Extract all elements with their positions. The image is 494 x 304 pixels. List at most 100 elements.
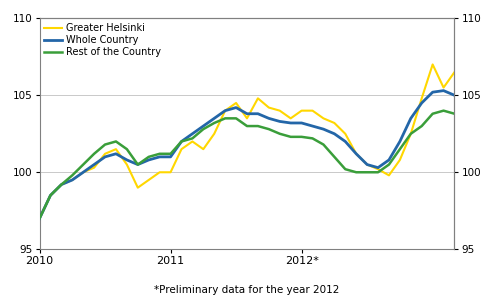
Whole Country: [419, 101, 425, 105]
Whole Country: [146, 158, 152, 162]
Whole Country: [277, 119, 283, 123]
Whole Country: [452, 93, 457, 97]
Rest of the Country: [331, 155, 337, 159]
Whole Country: [310, 124, 316, 128]
Whole Country: [331, 132, 337, 136]
Rest of the Country: [91, 152, 97, 156]
Greater Helsinki: [299, 109, 305, 112]
Whole Country: [222, 109, 228, 112]
Greater Helsinki: [288, 116, 293, 120]
Whole Country: [201, 124, 206, 128]
Rest of the Country: [397, 147, 403, 151]
Whole Country: [397, 140, 403, 143]
Rest of the Country: [419, 124, 425, 128]
Greater Helsinki: [375, 168, 381, 171]
Greater Helsinki: [408, 132, 414, 136]
Greater Helsinki: [201, 147, 206, 151]
Greater Helsinki: [47, 194, 53, 197]
Greater Helsinki: [255, 96, 261, 100]
Text: *Preliminary data for the year 2012: *Preliminary data for the year 2012: [154, 285, 340, 295]
Rest of the Country: [277, 132, 283, 136]
Greater Helsinki: [189, 140, 195, 143]
Rest of the Country: [386, 163, 392, 166]
Greater Helsinki: [353, 152, 359, 156]
Rest of the Country: [288, 135, 293, 139]
Greater Helsinki: [419, 96, 425, 100]
Greater Helsinki: [331, 121, 337, 125]
Greater Helsinki: [266, 106, 272, 109]
Whole Country: [342, 140, 348, 143]
Rest of the Country: [201, 127, 206, 131]
Greater Helsinki: [146, 178, 152, 182]
Rest of the Country: [135, 163, 141, 166]
Whole Country: [80, 171, 86, 174]
Greater Helsinki: [80, 171, 86, 174]
Greater Helsinki: [58, 183, 64, 186]
Whole Country: [189, 132, 195, 136]
Rest of the Country: [69, 174, 75, 177]
Whole Country: [299, 121, 305, 125]
Rest of the Country: [353, 171, 359, 174]
Whole Country: [321, 127, 327, 131]
Legend: Greater Helsinki, Whole Country, Rest of the Country: Greater Helsinki, Whole Country, Rest of…: [42, 21, 163, 59]
Greater Helsinki: [452, 70, 457, 74]
Whole Country: [233, 106, 239, 109]
Greater Helsinki: [211, 132, 217, 136]
Rest of the Country: [47, 194, 53, 197]
Rest of the Country: [233, 116, 239, 120]
Rest of the Country: [157, 152, 163, 156]
Whole Country: [178, 140, 184, 143]
Greater Helsinki: [113, 147, 119, 151]
Greater Helsinki: [233, 101, 239, 105]
Whole Country: [47, 194, 53, 197]
Greater Helsinki: [244, 116, 250, 120]
Whole Country: [441, 89, 447, 92]
Greater Helsinki: [342, 132, 348, 136]
Rest of the Country: [408, 132, 414, 136]
Line: Greater Helsinki: Greater Helsinki: [40, 64, 454, 219]
Greater Helsinki: [441, 86, 447, 89]
Rest of the Country: [113, 140, 119, 143]
Whole Country: [167, 155, 173, 159]
Rest of the Country: [211, 121, 217, 125]
Greater Helsinki: [102, 152, 108, 156]
Greater Helsinki: [364, 163, 370, 166]
Line: Whole Country: Whole Country: [40, 91, 454, 219]
Rest of the Country: [167, 152, 173, 156]
Whole Country: [124, 158, 130, 162]
Rest of the Country: [430, 112, 436, 116]
Greater Helsinki: [167, 171, 173, 174]
Rest of the Country: [310, 136, 316, 140]
Whole Country: [430, 90, 436, 94]
Greater Helsinki: [222, 109, 228, 112]
Greater Helsinki: [37, 217, 42, 220]
Greater Helsinki: [124, 163, 130, 166]
Whole Country: [244, 112, 250, 116]
Whole Country: [255, 112, 261, 116]
Whole Country: [266, 116, 272, 120]
Greater Helsinki: [397, 158, 403, 162]
Greater Helsinki: [135, 186, 141, 189]
Greater Helsinki: [430, 63, 436, 66]
Greater Helsinki: [157, 171, 163, 174]
Whole Country: [102, 155, 108, 159]
Line: Rest of the Country: Rest of the Country: [40, 111, 454, 219]
Whole Country: [157, 155, 163, 159]
Whole Country: [386, 158, 392, 162]
Whole Country: [364, 163, 370, 166]
Rest of the Country: [255, 124, 261, 128]
Rest of the Country: [452, 112, 457, 116]
Rest of the Country: [102, 143, 108, 146]
Rest of the Country: [146, 155, 152, 159]
Rest of the Country: [299, 135, 305, 139]
Whole Country: [37, 217, 42, 220]
Whole Country: [211, 116, 217, 120]
Rest of the Country: [58, 183, 64, 186]
Greater Helsinki: [91, 166, 97, 169]
Whole Country: [91, 163, 97, 166]
Greater Helsinki: [277, 109, 283, 112]
Rest of the Country: [189, 136, 195, 140]
Rest of the Country: [321, 143, 327, 146]
Rest of the Country: [178, 140, 184, 143]
Whole Country: [58, 183, 64, 186]
